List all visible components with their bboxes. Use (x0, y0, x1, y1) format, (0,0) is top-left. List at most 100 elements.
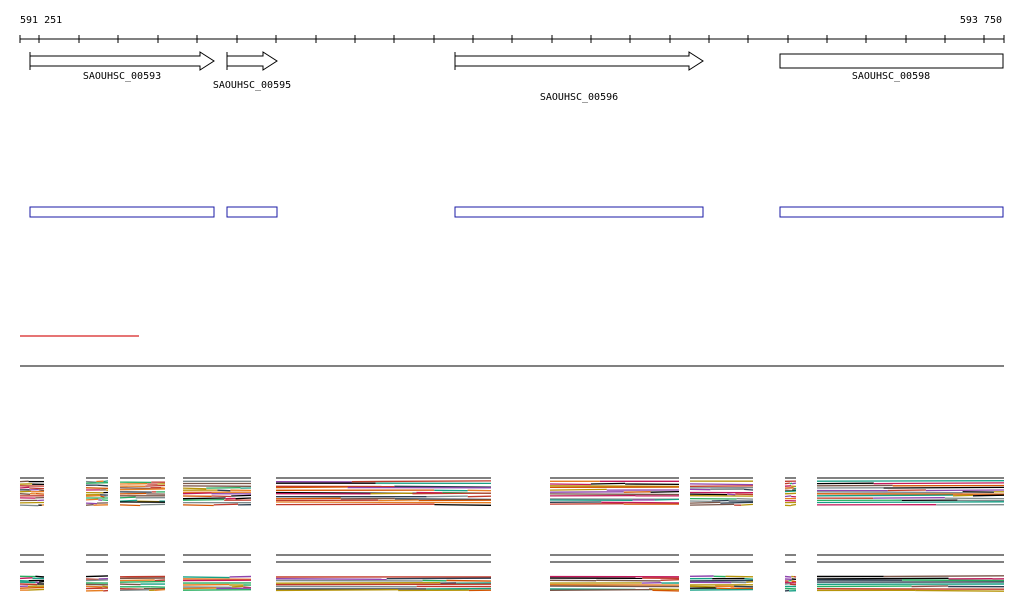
gene-arrow-saouhsc-00595[interactable]: SAOUHSC_00595 (213, 51, 291, 91)
alignment-read (275, 497, 341, 500)
alignment-read (743, 488, 754, 491)
alignment-read (816, 480, 1005, 482)
alignment-read (140, 503, 166, 506)
alignment-block (119, 575, 166, 591)
alignment-read (736, 497, 754, 500)
gene-arrow-saouhsc-00598[interactable]: SAOUHSC_00598 (779, 53, 1004, 82)
alignment-read (873, 482, 1005, 485)
alignment-read (182, 578, 252, 580)
alignment-read (85, 480, 97, 483)
alignment-read (85, 482, 109, 484)
alignment-block (19, 480, 45, 507)
alignment-read (549, 588, 653, 591)
gene-arrow-saouhsc-00593[interactable]: SAOUHSC_00593 (29, 51, 215, 82)
alignment-read (652, 589, 680, 592)
alignment-read (784, 492, 797, 495)
alignment-read (231, 585, 244, 588)
alignment-read (275, 589, 399, 592)
alignment-block (549, 575, 680, 592)
alignment-read (370, 492, 413, 495)
alignment-read (911, 585, 949, 588)
alignment-read (19, 504, 39, 507)
alignment-read (100, 495, 105, 498)
alignment-read (97, 484, 109, 487)
alignment-read (689, 503, 735, 506)
feature-box[interactable] (226, 206, 278, 218)
ruler-end-label: 593 750 (960, 15, 1002, 26)
alignment-read (19, 486, 30, 489)
alignment-read (119, 496, 136, 499)
alignment-read (38, 580, 45, 583)
alignment-read (119, 589, 150, 591)
alignment-read (650, 490, 680, 493)
alignment-read (925, 489, 1005, 492)
alignment-block (182, 480, 252, 507)
feature-box[interactable] (29, 206, 215, 218)
alignment-read (784, 582, 790, 585)
alignment-read (734, 585, 754, 588)
alignment-read (689, 493, 728, 496)
alignment-read (103, 480, 109, 483)
alignment-read (19, 583, 38, 586)
alignment-read (386, 577, 492, 580)
alignment-read (119, 488, 166, 491)
alignment-read (182, 492, 212, 495)
gene-arrow-shape (29, 51, 215, 71)
alignment-read (119, 579, 155, 582)
alignment-read (549, 493, 680, 496)
alignment-read (85, 578, 99, 581)
alignment-read (35, 575, 45, 578)
alignment-read (85, 487, 109, 490)
alignment-read (816, 577, 949, 580)
ruler (19, 35, 1005, 43)
alignment-read (119, 580, 166, 583)
alignment-read (235, 497, 252, 500)
alignment-read (791, 482, 797, 485)
alignment-read (85, 575, 109, 578)
alignment-read (104, 495, 109, 497)
alignment-read (689, 501, 721, 504)
alignment-read (394, 498, 492, 501)
alignment-read (902, 579, 1005, 582)
alignment-read (549, 485, 680, 488)
alignment-read (746, 581, 754, 583)
alignment-read (784, 482, 790, 485)
alignment-read (29, 487, 45, 490)
alignment-block (784, 480, 797, 507)
alignment-read (689, 588, 754, 591)
alignment-read (972, 494, 1005, 497)
alignment-read (549, 585, 680, 588)
ruler-start-label: 591 251 (20, 15, 62, 26)
alignment-read (741, 503, 754, 506)
alignment-read (788, 579, 792, 582)
gene-arrow-saouhsc-00596[interactable]: SAOUHSC_00596 (454, 51, 704, 103)
alignment-read (816, 588, 1005, 590)
alignment-read (85, 585, 103, 588)
alignment-read (38, 489, 45, 492)
alignment-block (19, 575, 45, 591)
alignment-read (446, 579, 492, 582)
alignment-read (426, 495, 468, 498)
alignment-read (689, 483, 754, 486)
alignment-read (182, 498, 225, 501)
alignment-read (915, 589, 1005, 592)
alignment-read (275, 501, 492, 504)
gene-label: SAOUHSC_00595 (213, 80, 291, 91)
alignment-read (231, 494, 252, 497)
alignment-read (378, 499, 419, 502)
gene-label: SAOUHSC_00596 (540, 92, 618, 103)
alignment-block (119, 481, 166, 507)
alignment-read (275, 583, 492, 586)
alignment-read (944, 497, 1005, 500)
alignment-read (85, 498, 99, 501)
alignment-read (394, 485, 492, 488)
alignment-read (154, 579, 166, 582)
alignment-read (182, 589, 252, 591)
alignment-read (154, 588, 166, 591)
alignment-read (784, 490, 797, 493)
feature-track (29, 206, 1004, 218)
feature-box[interactable] (779, 206, 1004, 218)
alignment-read (467, 495, 492, 498)
alignment-read (952, 494, 973, 497)
feature-box[interactable] (454, 206, 704, 218)
